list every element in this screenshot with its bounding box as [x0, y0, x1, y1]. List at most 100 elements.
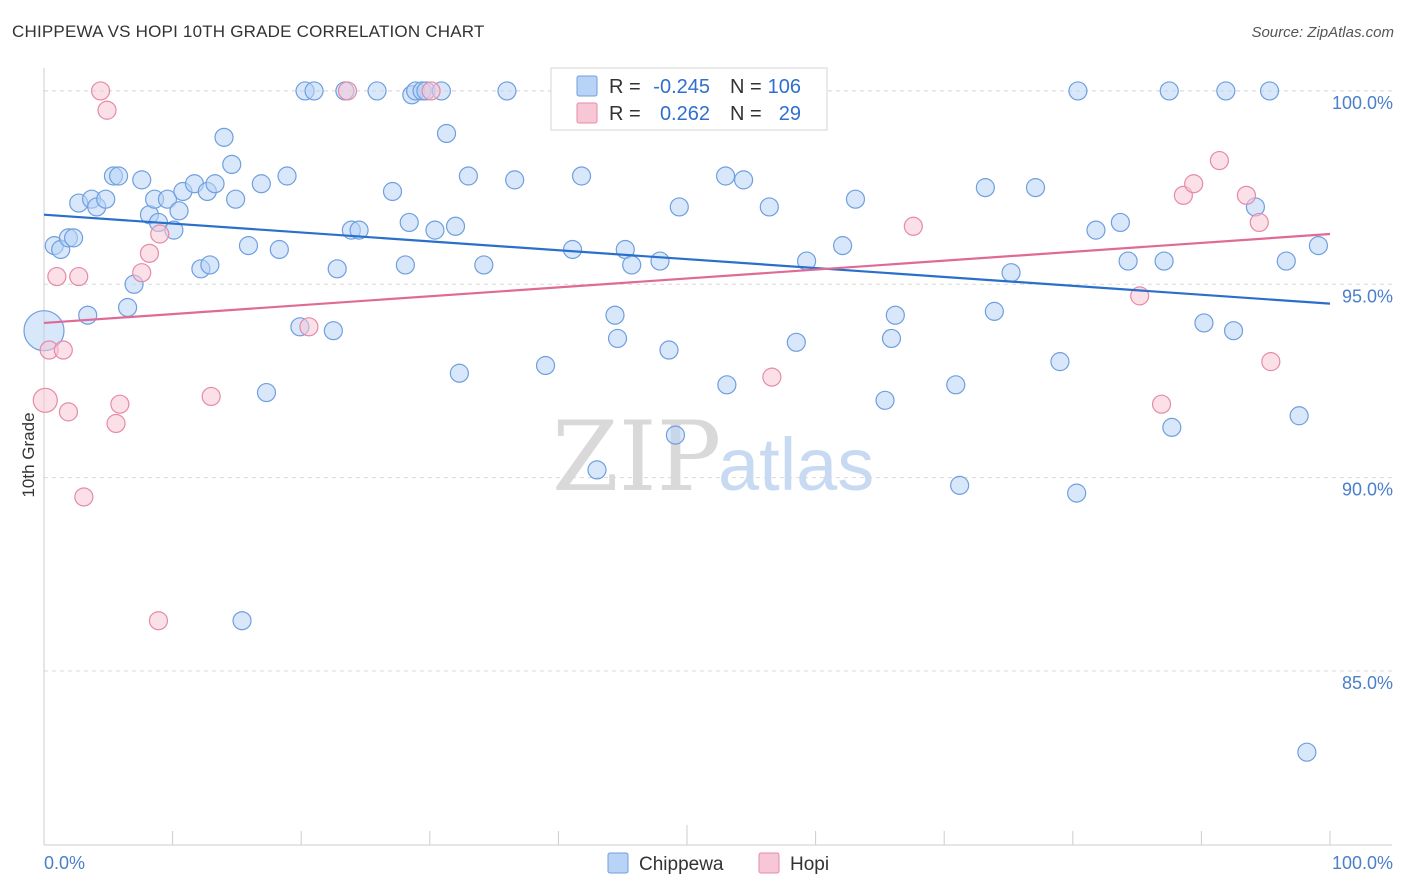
- chippewa-point: [881, 328, 902, 349]
- chippewa-trend-line: [43, 213, 1331, 305]
- chippewa-point: [786, 332, 806, 352]
- chippewa-point: [399, 212, 419, 233]
- hopi-point: [132, 263, 152, 283]
- chippewa-point: [200, 255, 220, 275]
- hopi-point: [74, 487, 94, 507]
- chippewa-point: [226, 189, 246, 209]
- chippewa-point: [367, 81, 387, 101]
- chippewa-point: [1068, 81, 1088, 101]
- hopi-point: [337, 81, 358, 101]
- chippewa-point: [1067, 483, 1087, 503]
- bottom-legend-swatch-hopi: [758, 852, 780, 874]
- hopi-point: [299, 317, 319, 337]
- chippewa-point: [535, 355, 556, 376]
- y-axis-label: 10th Grade: [19, 412, 38, 497]
- hopi-point: [90, 81, 111, 101]
- chippewa-point: [205, 174, 225, 194]
- chippewa-point: [425, 220, 445, 240]
- hopi-point: [1184, 174, 1204, 194]
- chippewa-point: [1162, 417, 1182, 437]
- x-tick-label-max: 100.0%: [1332, 853, 1393, 873]
- bottom-legend-swatch-chippewa: [607, 852, 629, 874]
- chippewa-point: [875, 390, 895, 410]
- chippewa-point: [1289, 406, 1309, 426]
- chippewa-point: [975, 178, 995, 198]
- hopi-point: [58, 402, 79, 422]
- chippewa-point: [78, 305, 98, 325]
- chippewa-point: [1297, 742, 1317, 762]
- hopi-point: [106, 413, 126, 434]
- hopi-point: [1261, 352, 1281, 372]
- chippewa-point: [950, 475, 970, 495]
- chippewa-point: [63, 228, 84, 248]
- legend-r-value-chippewa: -0.245: [653, 76, 710, 98]
- chippewa-point: [1118, 251, 1138, 271]
- chippewa-point: [214, 127, 234, 147]
- axes: [43, 68, 1392, 846]
- chippewa-point: [117, 297, 138, 318]
- top-legend: R = -0.245 N = 106 R = 0.262 N = 29: [550, 67, 828, 131]
- chippewa-point: [1194, 313, 1214, 333]
- hopi-point: [148, 611, 169, 631]
- chippewa-point: [715, 166, 736, 186]
- chippewa-point: [251, 174, 271, 194]
- chippewa-point: [458, 166, 478, 186]
- chippewa-point: [607, 328, 628, 349]
- chippewa-point: [256, 382, 277, 403]
- legend-n-label-chippewa: N =: [730, 76, 762, 98]
- legend-r-label-hopi: R =: [609, 103, 641, 125]
- chippewa-point: [1276, 251, 1296, 271]
- chippewa-point: [108, 166, 129, 186]
- watermark-atlas: atlas: [718, 423, 874, 506]
- chippewa-point: [238, 236, 259, 256]
- chippewa-point: [349, 220, 369, 240]
- hopi-point: [903, 216, 923, 236]
- y-tick-label: 85.0%: [1342, 673, 1393, 693]
- chippewa-point: [650, 251, 670, 271]
- chippewa-point: [269, 239, 289, 260]
- hopi-point: [139, 243, 160, 263]
- source-label: Source: ZipAtlas.com: [1251, 24, 1394, 41]
- hopi-trend-line: [43, 232, 1331, 325]
- chippewa-point: [885, 305, 905, 325]
- chippewa-point: [449, 363, 469, 383]
- chippewa-point: [232, 611, 252, 631]
- chippewa-point: [222, 154, 242, 175]
- hopi-point: [150, 224, 170, 244]
- chippewa-point: [1025, 178, 1046, 198]
- chippewa-point: [1154, 251, 1174, 271]
- chippewa-point: [277, 166, 297, 186]
- y-tick-label: 100.0%: [1332, 93, 1393, 113]
- chippewa-point: [605, 305, 625, 325]
- chippewa-point: [327, 259, 347, 279]
- legend-swatch-chippewa: [576, 75, 598, 97]
- chippewa-point: [669, 197, 689, 217]
- chippewa-point: [304, 81, 324, 101]
- hopi-point: [1209, 150, 1230, 171]
- chippewa-point: [622, 255, 642, 275]
- tick-labels: 85.0% 90.0% 95.0% 100.0% 0.0% 100.0%: [44, 93, 1393, 873]
- chippewa-point: [505, 170, 525, 190]
- chippewa-point: [445, 216, 466, 236]
- x-tick-label-min: 0.0%: [44, 853, 85, 873]
- legend-n-value-hopi: 29: [779, 103, 801, 125]
- chippewa-point: [587, 460, 607, 480]
- chippewa-point: [1216, 81, 1236, 101]
- chippewa-point: [1159, 81, 1179, 101]
- chippewa-point: [571, 166, 592, 186]
- chippewa-point: [833, 236, 853, 256]
- legend-r-value-hopi: 0.262: [660, 103, 710, 125]
- hopi-point: [1249, 212, 1269, 233]
- chippewa-point: [1050, 352, 1070, 372]
- hopi-point: [32, 387, 58, 413]
- hopi-point: [201, 386, 221, 407]
- chippewa-point: [1259, 81, 1280, 101]
- watermark-zip: ZIP: [552, 401, 721, 513]
- chippewa-point: [759, 197, 779, 217]
- chippewa-point: [946, 375, 966, 395]
- chippewa-point: [665, 425, 686, 445]
- hopi-point: [1151, 394, 1172, 414]
- legend-swatch-hopi: [576, 102, 598, 124]
- hopi-point: [47, 266, 67, 287]
